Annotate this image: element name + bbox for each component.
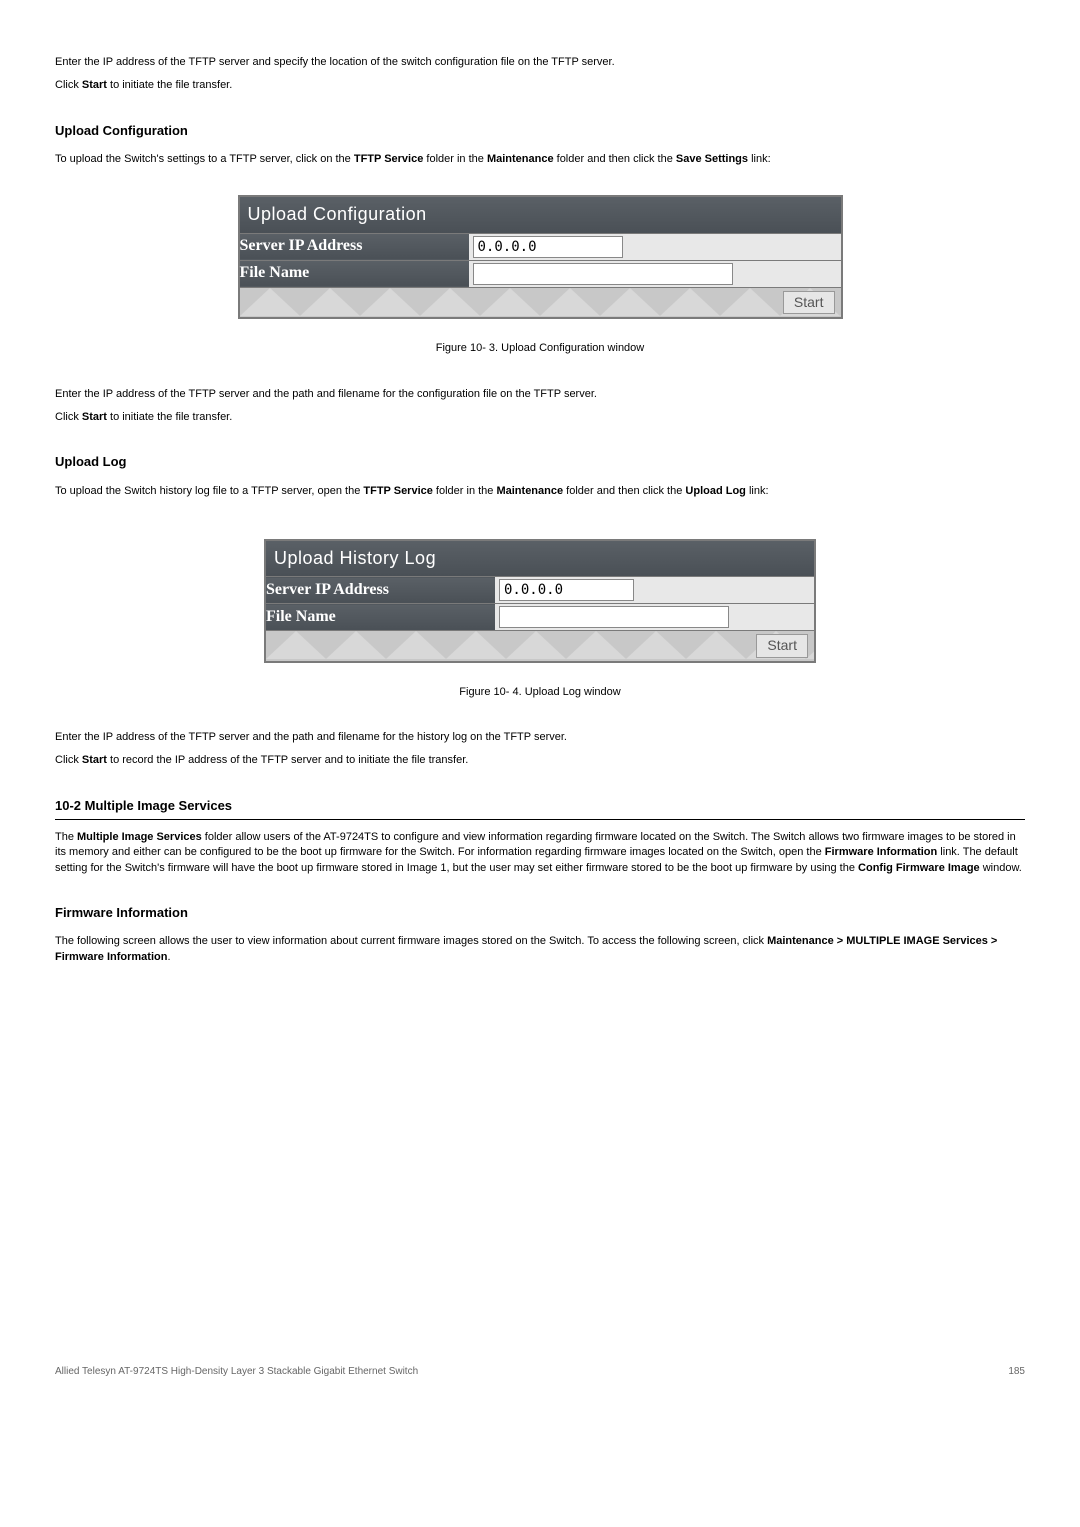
bold: TFTP Service: [363, 485, 433, 497]
multi-image-paragraph: The Multiple Image Services folder allow…: [55, 830, 1025, 876]
upload-config-after-1: Enter the IP address of the TFTP server …: [55, 387, 1025, 402]
text: Click: [55, 411, 82, 423]
intro-paragraph-1: Enter the IP address of the TFTP server …: [55, 55, 1025, 70]
start-word: Start: [82, 754, 107, 766]
upload-log-desc: To upload the Switch history log file to…: [55, 484, 1025, 499]
text: folder and then click the: [563, 485, 685, 497]
footer-left: Allied Telesyn AT-9724TS High-Density La…: [55, 1365, 418, 1379]
text: window.: [980, 862, 1022, 874]
bold: Maintenance: [496, 485, 563, 497]
start-button[interactable]: Start: [783, 291, 835, 315]
server-ip-input[interactable]: [499, 579, 634, 601]
bold: Save Settings: [676, 153, 748, 165]
upload-config-heading: Upload Configuration: [55, 122, 1025, 140]
panel-title: Upload Configuration: [239, 196, 842, 233]
bold: Upload Log: [685, 485, 746, 497]
text: folder and then click the: [554, 153, 676, 165]
text: to initiate the file transfer.: [107, 411, 232, 423]
text: To upload the Switch history log file to…: [55, 485, 363, 497]
upload-log-after-1: Enter the IP address of the TFTP server …: [55, 730, 1025, 745]
file-name-label: File Name: [239, 260, 469, 287]
text: to record the IP address of the TFTP ser…: [107, 754, 468, 766]
file-name-input[interactable]: [473, 263, 733, 285]
upload-config-panel: Upload Configuration Server IP Address F…: [238, 195, 843, 319]
upload-log-panel: Upload History Log Server IP Address Fil…: [264, 539, 816, 663]
upload-log-heading: Upload Log: [55, 453, 1025, 471]
server-ip-input[interactable]: [473, 236, 623, 258]
footer-page-number: 185: [1008, 1365, 1025, 1379]
multi-image-heading: 10-2 Multiple Image Services: [55, 797, 1025, 820]
start-word: Start: [82, 79, 107, 91]
upload-config-after-2: Click Start to initiate the file transfe…: [55, 410, 1025, 425]
panel-title: Upload History Log: [265, 540, 815, 577]
firmware-info-heading: Firmware Information: [55, 904, 1025, 922]
text: To upload the Switch's settings to a TFT…: [55, 153, 354, 165]
file-name-input[interactable]: [499, 606, 729, 628]
text: Click: [55, 754, 82, 766]
upload-config-desc: To upload the Switch's settings to a TFT…: [55, 152, 1025, 167]
intro-paragraph-2: Click Start to initiate the file transfe…: [55, 78, 1025, 93]
bold: Multiple Image Services: [77, 831, 202, 843]
bold: TFTP Service: [354, 153, 424, 165]
figure-caption-10-4: Figure 10- 4. Upload Log window: [55, 685, 1025, 700]
text: link:: [748, 153, 771, 165]
text: .: [167, 951, 170, 963]
text: folder in the: [423, 153, 487, 165]
bold: Maintenance: [487, 153, 554, 165]
server-ip-label: Server IP Address: [239, 233, 469, 260]
start-button[interactable]: Start: [756, 634, 808, 658]
text: Click: [55, 79, 82, 91]
start-word: Start: [82, 411, 107, 423]
firmware-info-paragraph: The following screen allows the user to …: [55, 934, 1025, 965]
upload-log-after-2: Click Start to record the IP address of …: [55, 753, 1025, 768]
bold: Firmware Information: [825, 846, 937, 858]
text: folder in the: [433, 485, 497, 497]
page-footer: Allied Telesyn AT-9724TS High-Density La…: [55, 1365, 1025, 1379]
figure-caption-10-3: Figure 10- 3. Upload Configuration windo…: [55, 341, 1025, 356]
text: The: [55, 831, 77, 843]
text: link:: [746, 485, 769, 497]
file-name-label: File Name: [265, 604, 495, 631]
text: The following screen allows the user to …: [55, 935, 767, 947]
bold: Config Firmware Image: [858, 862, 980, 874]
text: to initiate the file transfer.: [107, 79, 232, 91]
server-ip-label: Server IP Address: [265, 577, 495, 604]
